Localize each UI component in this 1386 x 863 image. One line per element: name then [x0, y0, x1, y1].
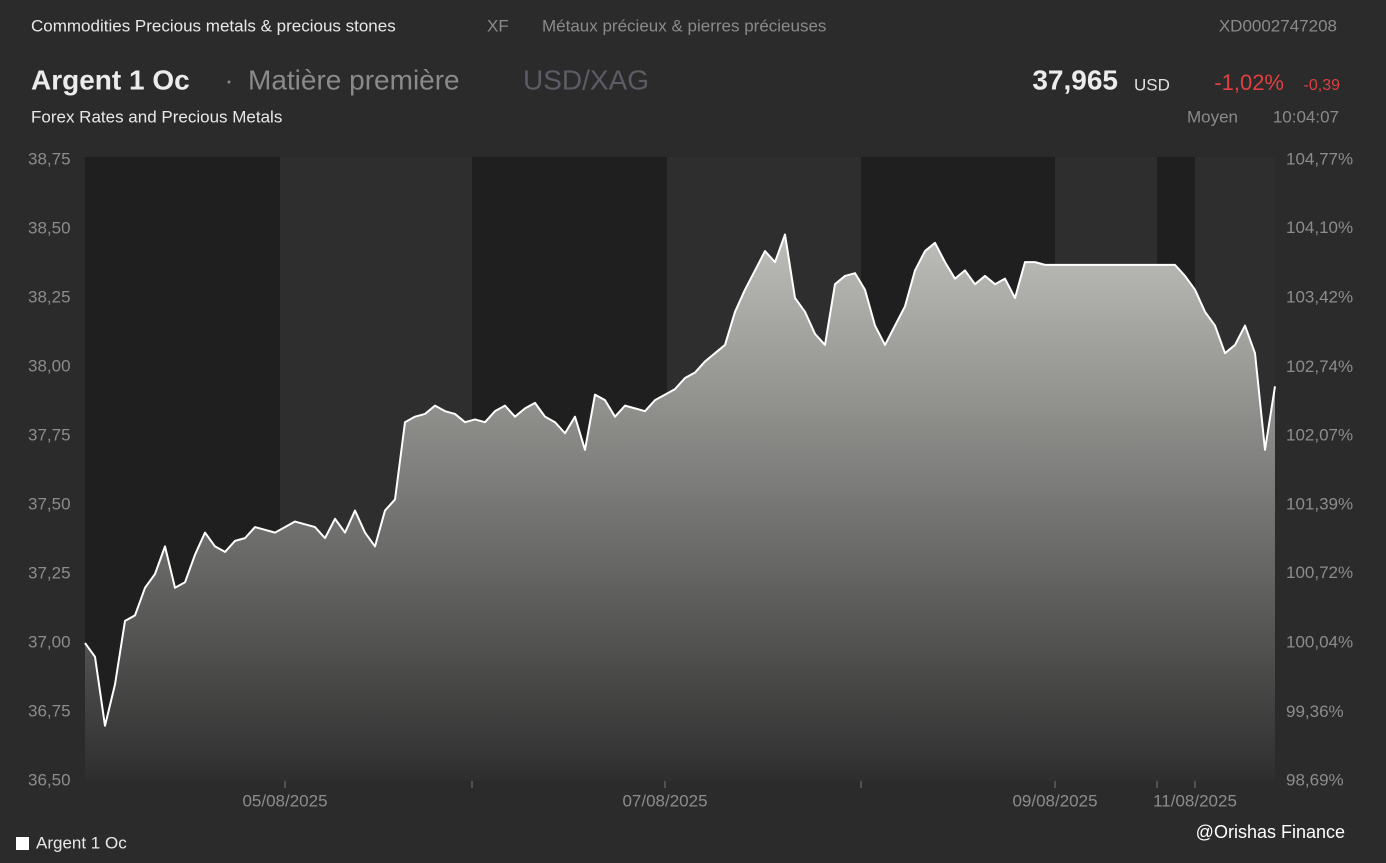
isin: XD0002747208	[1219, 16, 1337, 35]
y2-tick-label: 104,10%	[1286, 218, 1353, 237]
y-tick-label: 38,75	[28, 149, 71, 168]
y2-tick-label: 102,74%	[1286, 357, 1353, 376]
area	[85, 234, 1275, 781]
y2-tick-label: 98,69%	[1286, 770, 1344, 789]
x-tick-label: 07/08/2025	[622, 791, 707, 810]
y2-tick-label: 99,36%	[1286, 702, 1344, 721]
y-tick-label: 38,50	[28, 218, 71, 237]
watermark: @Orishas Finance	[1196, 822, 1345, 842]
minor-ticks	[471, 781, 1158, 788]
pair: USD/XAG	[523, 64, 649, 95]
instrument-name: Argent 1 Oc	[31, 64, 190, 95]
y-tick-label: 37,25	[28, 563, 71, 582]
legend-label[interactable]: Argent 1 Oc	[36, 833, 127, 852]
category-fr: Métaux précieux & pierres précieuses	[542, 16, 826, 35]
time: 10:04:07	[1273, 107, 1339, 126]
y-tick-label: 38,25	[28, 287, 71, 306]
y2-tick-label: 104,77%	[1286, 149, 1353, 168]
line	[84, 233, 1276, 727]
y2-tick-label: 100,04%	[1286, 633, 1353, 652]
y2-tick-label: 102,07%	[1286, 425, 1353, 444]
price-type: Moyen	[1187, 107, 1238, 126]
y-tick-label: 36,50	[28, 770, 71, 789]
x-tick-label: 09/08/2025	[1012, 791, 1097, 810]
x-tick-label: 05/08/2025	[242, 791, 327, 810]
category: Commodities Precious metals & precious s…	[31, 16, 396, 35]
change-pct: -1,02%	[1214, 70, 1284, 95]
y-tick-label: 37,00	[28, 632, 71, 651]
change: -0,39	[1304, 77, 1341, 94]
y2-tick-label: 101,39%	[1286, 495, 1353, 514]
currency: USD	[1134, 75, 1170, 94]
y-tick-label: 36,75	[28, 701, 71, 720]
y-tick-label: 37,50	[28, 494, 71, 513]
y-tick-label: 38,00	[28, 356, 71, 375]
y-tick-label: 37,75	[28, 425, 71, 444]
y2-tick-label: 103,42%	[1286, 287, 1353, 306]
y2-tick-label: 100,72%	[1286, 563, 1353, 582]
separator	[227, 80, 231, 84]
x-tick-label: 11/08/2025	[1153, 791, 1237, 810]
legend-swatch	[16, 837, 29, 850]
price: 37,965	[1032, 64, 1118, 95]
source: Forex Rates and Precious Metals	[31, 107, 282, 126]
asset-type: Matière première	[248, 64, 460, 95]
code: XF	[487, 16, 509, 35]
